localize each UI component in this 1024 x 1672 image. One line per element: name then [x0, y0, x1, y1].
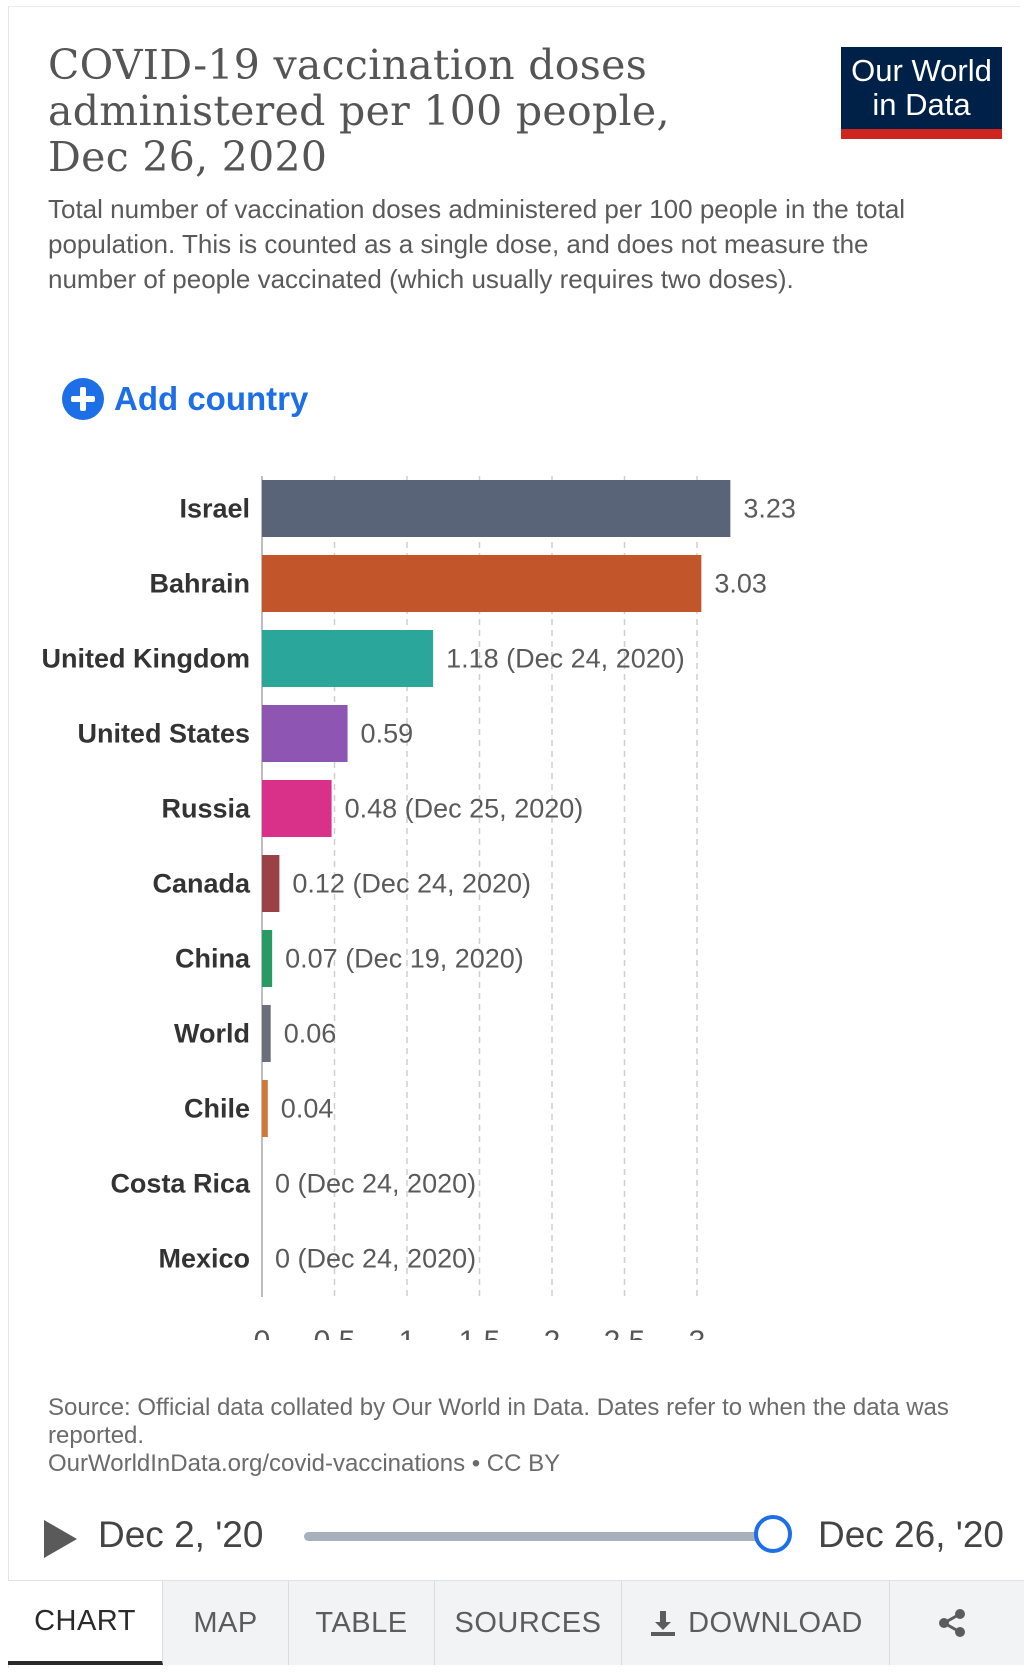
data-label: 1.18 (Dec 24, 2020)	[446, 644, 685, 674]
x-tick-label: 2.5	[604, 1325, 646, 1340]
category-label: Mexico	[158, 1244, 250, 1274]
x-tick-label: 1	[399, 1325, 416, 1340]
logo-line-1: Our World	[851, 53, 992, 88]
category-label: Costa Rica	[110, 1169, 251, 1199]
tab-table-label: TABLE	[315, 1606, 408, 1639]
category-label: Canada	[152, 869, 251, 899]
category-label: United Kingdom	[42, 644, 250, 674]
tab-download[interactable]: DOWNLOAD	[622, 1581, 890, 1665]
share-button[interactable]	[890, 1581, 1024, 1665]
data-label: 0.48 (Dec 25, 2020)	[345, 794, 584, 824]
tab-table[interactable]: TABLE	[289, 1581, 435, 1665]
data-label: 0.04	[281, 1094, 334, 1124]
data-label: 0.12 (Dec 24, 2020)	[292, 869, 531, 899]
chart-subtitle: Total number of vaccination doses admini…	[48, 194, 906, 294]
bar-chart: 0 0.5 1 1.5 2 2.5 3 Israel 3.23 Bahrain 3.03 United…	[42, 476, 796, 1340]
tab-chart-label: CHART	[34, 1604, 136, 1637]
tab-download-label: DOWNLOAD	[688, 1606, 863, 1639]
bar	[262, 480, 731, 537]
timeline-start-label: Dec 2, '20	[98, 1514, 264, 1555]
x-tick-label: 3	[689, 1325, 706, 1340]
tab-bar: CHART MAP TABLE SOURCES DOWNLOAD	[8, 1580, 1024, 1665]
bar	[262, 705, 348, 762]
bar	[262, 1080, 268, 1137]
share-icon	[939, 1609, 965, 1637]
data-label: 0.06	[284, 1019, 337, 1049]
tab-chart[interactable]: CHART	[8, 1581, 163, 1665]
plus-circle-icon	[62, 378, 104, 420]
data-label: 0 (Dec 24, 2020)	[275, 1244, 476, 1274]
bar	[262, 855, 280, 912]
logo-line-2: in Data	[872, 87, 971, 122]
tab-sources[interactable]: SOURCES	[435, 1581, 622, 1665]
source-note: Source: Official data collated by Our Wo…	[48, 1394, 988, 1478]
bar	[262, 780, 332, 837]
source-line-2[interactable]: OurWorldInData.org/covid-vaccinations • …	[48, 1450, 561, 1477]
category-label: World	[174, 1019, 250, 1049]
bar	[262, 1005, 271, 1062]
x-tick-label: 1.5	[459, 1325, 501, 1340]
download-icon	[651, 1611, 676, 1636]
timeline-track[interactable]	[304, 1532, 762, 1541]
x-tick-label: 0.5	[314, 1325, 356, 1340]
data-label: 0.59	[361, 719, 414, 749]
data-label: 3.23	[743, 494, 796, 524]
data-label: 3.03	[714, 569, 767, 599]
category-label: Chile	[184, 1094, 250, 1124]
timeline-end-label: Dec 26, '20	[817, 1514, 1004, 1555]
bar	[262, 630, 434, 687]
tab-map[interactable]: MAP	[163, 1581, 289, 1665]
x-tick-label: 2	[544, 1325, 561, 1340]
bar	[262, 930, 273, 987]
timeline-handle[interactable]	[754, 1515, 792, 1553]
bar	[262, 555, 702, 612]
chart-frame	[8, 6, 1020, 1668]
tab-sources-label: SOURCES	[454, 1606, 602, 1639]
category-label: China	[175, 944, 251, 974]
data-label: 0.07 (Dec 19, 2020)	[285, 944, 524, 974]
timeline: Dec 2, '20 Dec 26, '20	[42, 1508, 1012, 1564]
owid-logo[interactable]: Our World in Data	[841, 47, 1002, 139]
category-label: Russia	[161, 794, 251, 824]
add-country-label: Add country	[114, 380, 309, 417]
x-tick-label: 0	[254, 1325, 271, 1340]
category-label: Bahrain	[149, 569, 250, 599]
add-country-button[interactable]: Add country	[62, 378, 308, 420]
source-line-1: Source: Official data collated by Our Wo…	[48, 1394, 949, 1449]
chart-title: COVID-19 vaccination doses administered …	[48, 41, 670, 181]
tab-map-label: MAP	[193, 1606, 258, 1639]
data-label: 0 (Dec 24, 2020)	[275, 1169, 476, 1199]
play-icon[interactable]	[44, 1520, 77, 1558]
category-label: United States	[77, 719, 250, 749]
category-label: Israel	[179, 494, 250, 524]
